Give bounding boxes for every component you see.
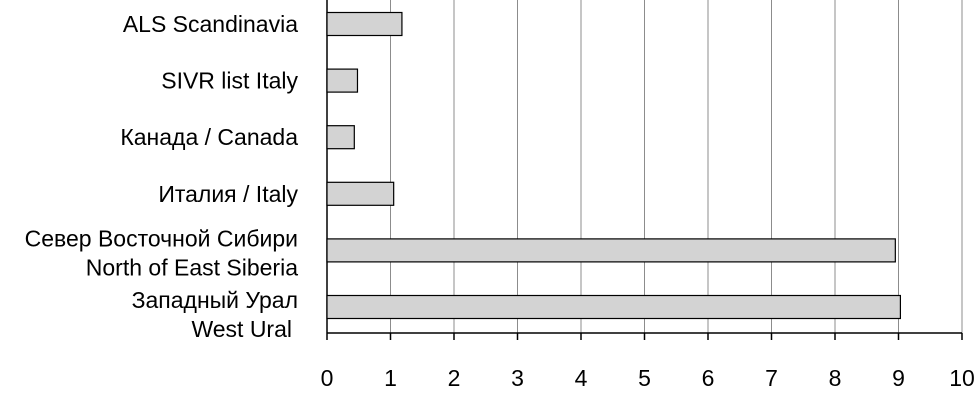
y-tick-label-line: Канада / Canada [120, 124, 298, 150]
x-tick-label: 10 [949, 365, 975, 391]
bar [326, 294, 902, 320]
y-tick-label-line: Италия / Italy [158, 181, 298, 207]
x-tick-label: 4 [575, 365, 588, 391]
y-tick-label-line: West Ural [191, 316, 292, 342]
x-tick-label: 2 [448, 365, 461, 391]
x-tick-label: 1 [384, 365, 397, 391]
x-tick-label: 9 [892, 365, 905, 391]
y-tick-label: ALS Scandinavia [123, 11, 298, 37]
bar [326, 125, 355, 150]
bar [326, 238, 896, 263]
y-tick-label-line: SIVR list Italy [161, 68, 298, 94]
bar [326, 11, 403, 37]
x-tick-label: 8 [829, 365, 842, 391]
bar [326, 68, 359, 93]
y-tick-label-line: North of East Siberia [86, 254, 298, 280]
x-tick-label: 0 [321, 365, 334, 391]
x-tick-label: 6 [702, 365, 715, 391]
x-tick-label: 7 [765, 365, 778, 391]
y-tick-label-line: Север Восточной Сибири [25, 225, 298, 251]
bar [326, 181, 395, 206]
x-tick-label: 5 [638, 365, 651, 391]
y-tick-label-line: ALS Scandinavia [123, 11, 298, 37]
y-tick-label: Италия / Italy [158, 181, 298, 207]
y-tick-label-line: Западный Урал [132, 287, 298, 313]
x-tick-label: 3 [511, 365, 524, 391]
y-tick-label: SIVR list Italy [161, 68, 298, 94]
y-tick-label: Север Восточной Сибири North of East Sibe… [25, 225, 299, 280]
y-tick-label: Западный Урал West Ural [132, 287, 298, 342]
y-tick-label: Канада / Canada [120, 124, 298, 150]
